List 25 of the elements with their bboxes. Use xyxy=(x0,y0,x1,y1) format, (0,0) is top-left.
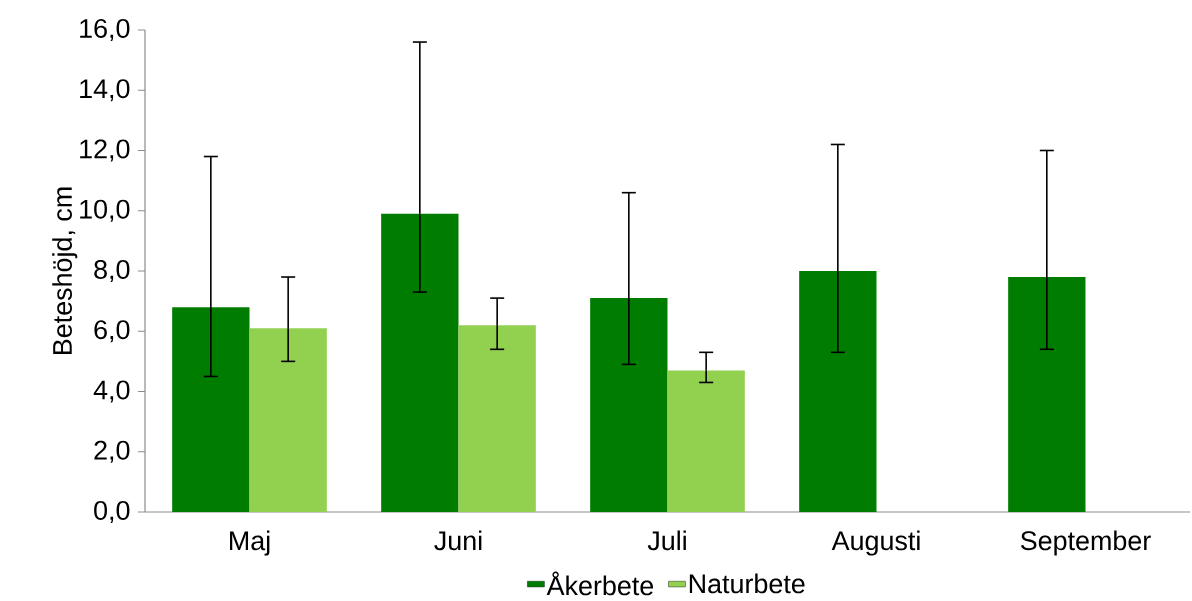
legend-label: Naturbete xyxy=(689,573,805,594)
bar xyxy=(799,271,877,512)
x-tick-label: Juni xyxy=(434,530,482,551)
y-tick-label: 14,0 xyxy=(80,79,130,102)
y-tick-label: 16,0 xyxy=(80,18,130,42)
bar xyxy=(458,325,536,512)
x-tick-label: September xyxy=(1020,530,1151,556)
y-axis-title: Beteshöjd, cm xyxy=(52,187,78,355)
y-tick-label: 10,0 xyxy=(80,199,130,222)
bar xyxy=(667,370,745,512)
y-tick-label: 12,0 xyxy=(80,139,130,162)
bar xyxy=(1008,277,1086,512)
bar xyxy=(381,213,459,512)
y-tick-label: 8,0 xyxy=(94,259,130,283)
y-tick-label: 6,0 xyxy=(94,320,130,343)
bar xyxy=(249,328,327,512)
x-tick-label: Augusti xyxy=(831,530,920,556)
bar xyxy=(172,307,250,512)
x-tick-label: Juli xyxy=(647,530,686,551)
bar xyxy=(590,298,668,512)
legend-label: Åkerbete xyxy=(546,571,654,596)
y-tick-label: 4,0 xyxy=(93,380,130,403)
y-tick-label: 2,0 xyxy=(94,440,130,463)
y-tick-label: 0,0 xyxy=(94,500,130,524)
x-tick-label: Maj xyxy=(230,530,270,556)
